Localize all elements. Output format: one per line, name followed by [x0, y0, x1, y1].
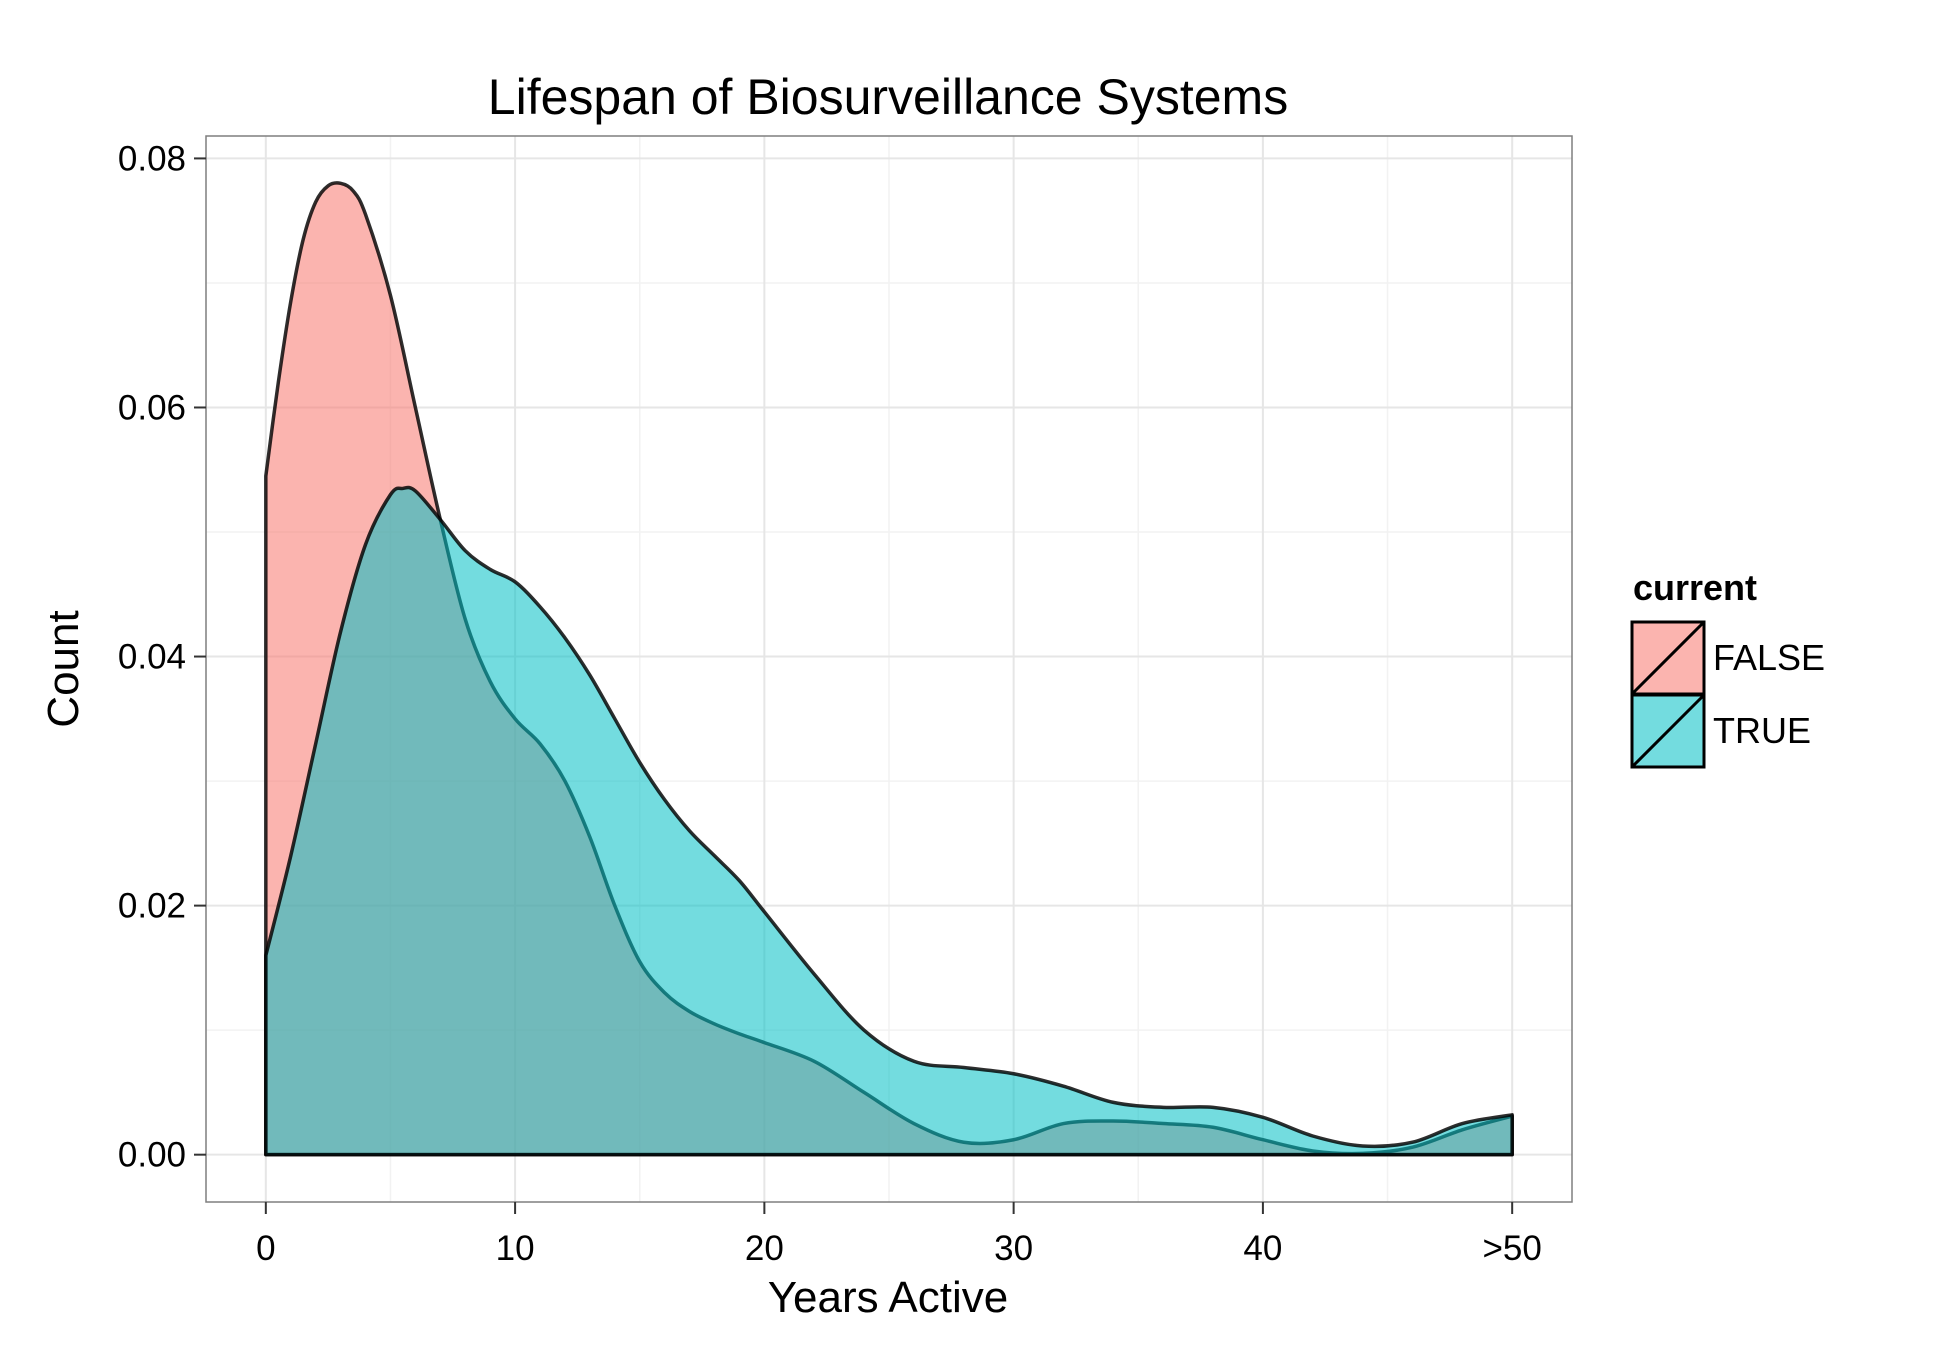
axes: 0 10 20 30 40 >50 0.00 0.02 0.04 0.06 0.08: [118, 139, 1542, 1268]
legend-item-true: TRUE: [1630, 693, 1811, 769]
legend-swatch-diagonal: [1630, 620, 1706, 696]
density-areas: [264, 181, 1514, 1157]
density-area-true: [264, 485, 1514, 1157]
x-tick-label: >50: [1482, 1229, 1541, 1268]
legend-title: current: [1633, 567, 1757, 608]
legend-label: TRUE: [1713, 710, 1811, 751]
x-axis-label: Years Active: [768, 1273, 1009, 1322]
x-tick-label: 0: [256, 1229, 275, 1268]
y-axis-label: Count: [39, 610, 88, 727]
y-tick-label: 0.02: [118, 887, 186, 926]
x-tick-label: 40: [1243, 1229, 1282, 1268]
y-tick-label: 0.06: [118, 388, 186, 427]
legend-label: FALSE: [1713, 637, 1825, 678]
y-tick-label: 0.00: [118, 1136, 186, 1175]
legend-item-false: FALSE: [1630, 620, 1825, 696]
x-tick-label: 30: [994, 1229, 1033, 1268]
x-tick-label: 20: [745, 1229, 784, 1268]
chart-title: Lifespan of Biosurveillance Systems: [488, 69, 1288, 125]
x-tick-label: 10: [496, 1229, 535, 1268]
y-tick-label: 0.04: [118, 638, 186, 677]
legend-swatch-diagonal: [1630, 693, 1706, 769]
plot-panel-border: [205, 135, 1573, 1203]
y-tick-label: 0.08: [118, 139, 186, 178]
legend: current FALSE TRUE: [1630, 567, 1825, 769]
